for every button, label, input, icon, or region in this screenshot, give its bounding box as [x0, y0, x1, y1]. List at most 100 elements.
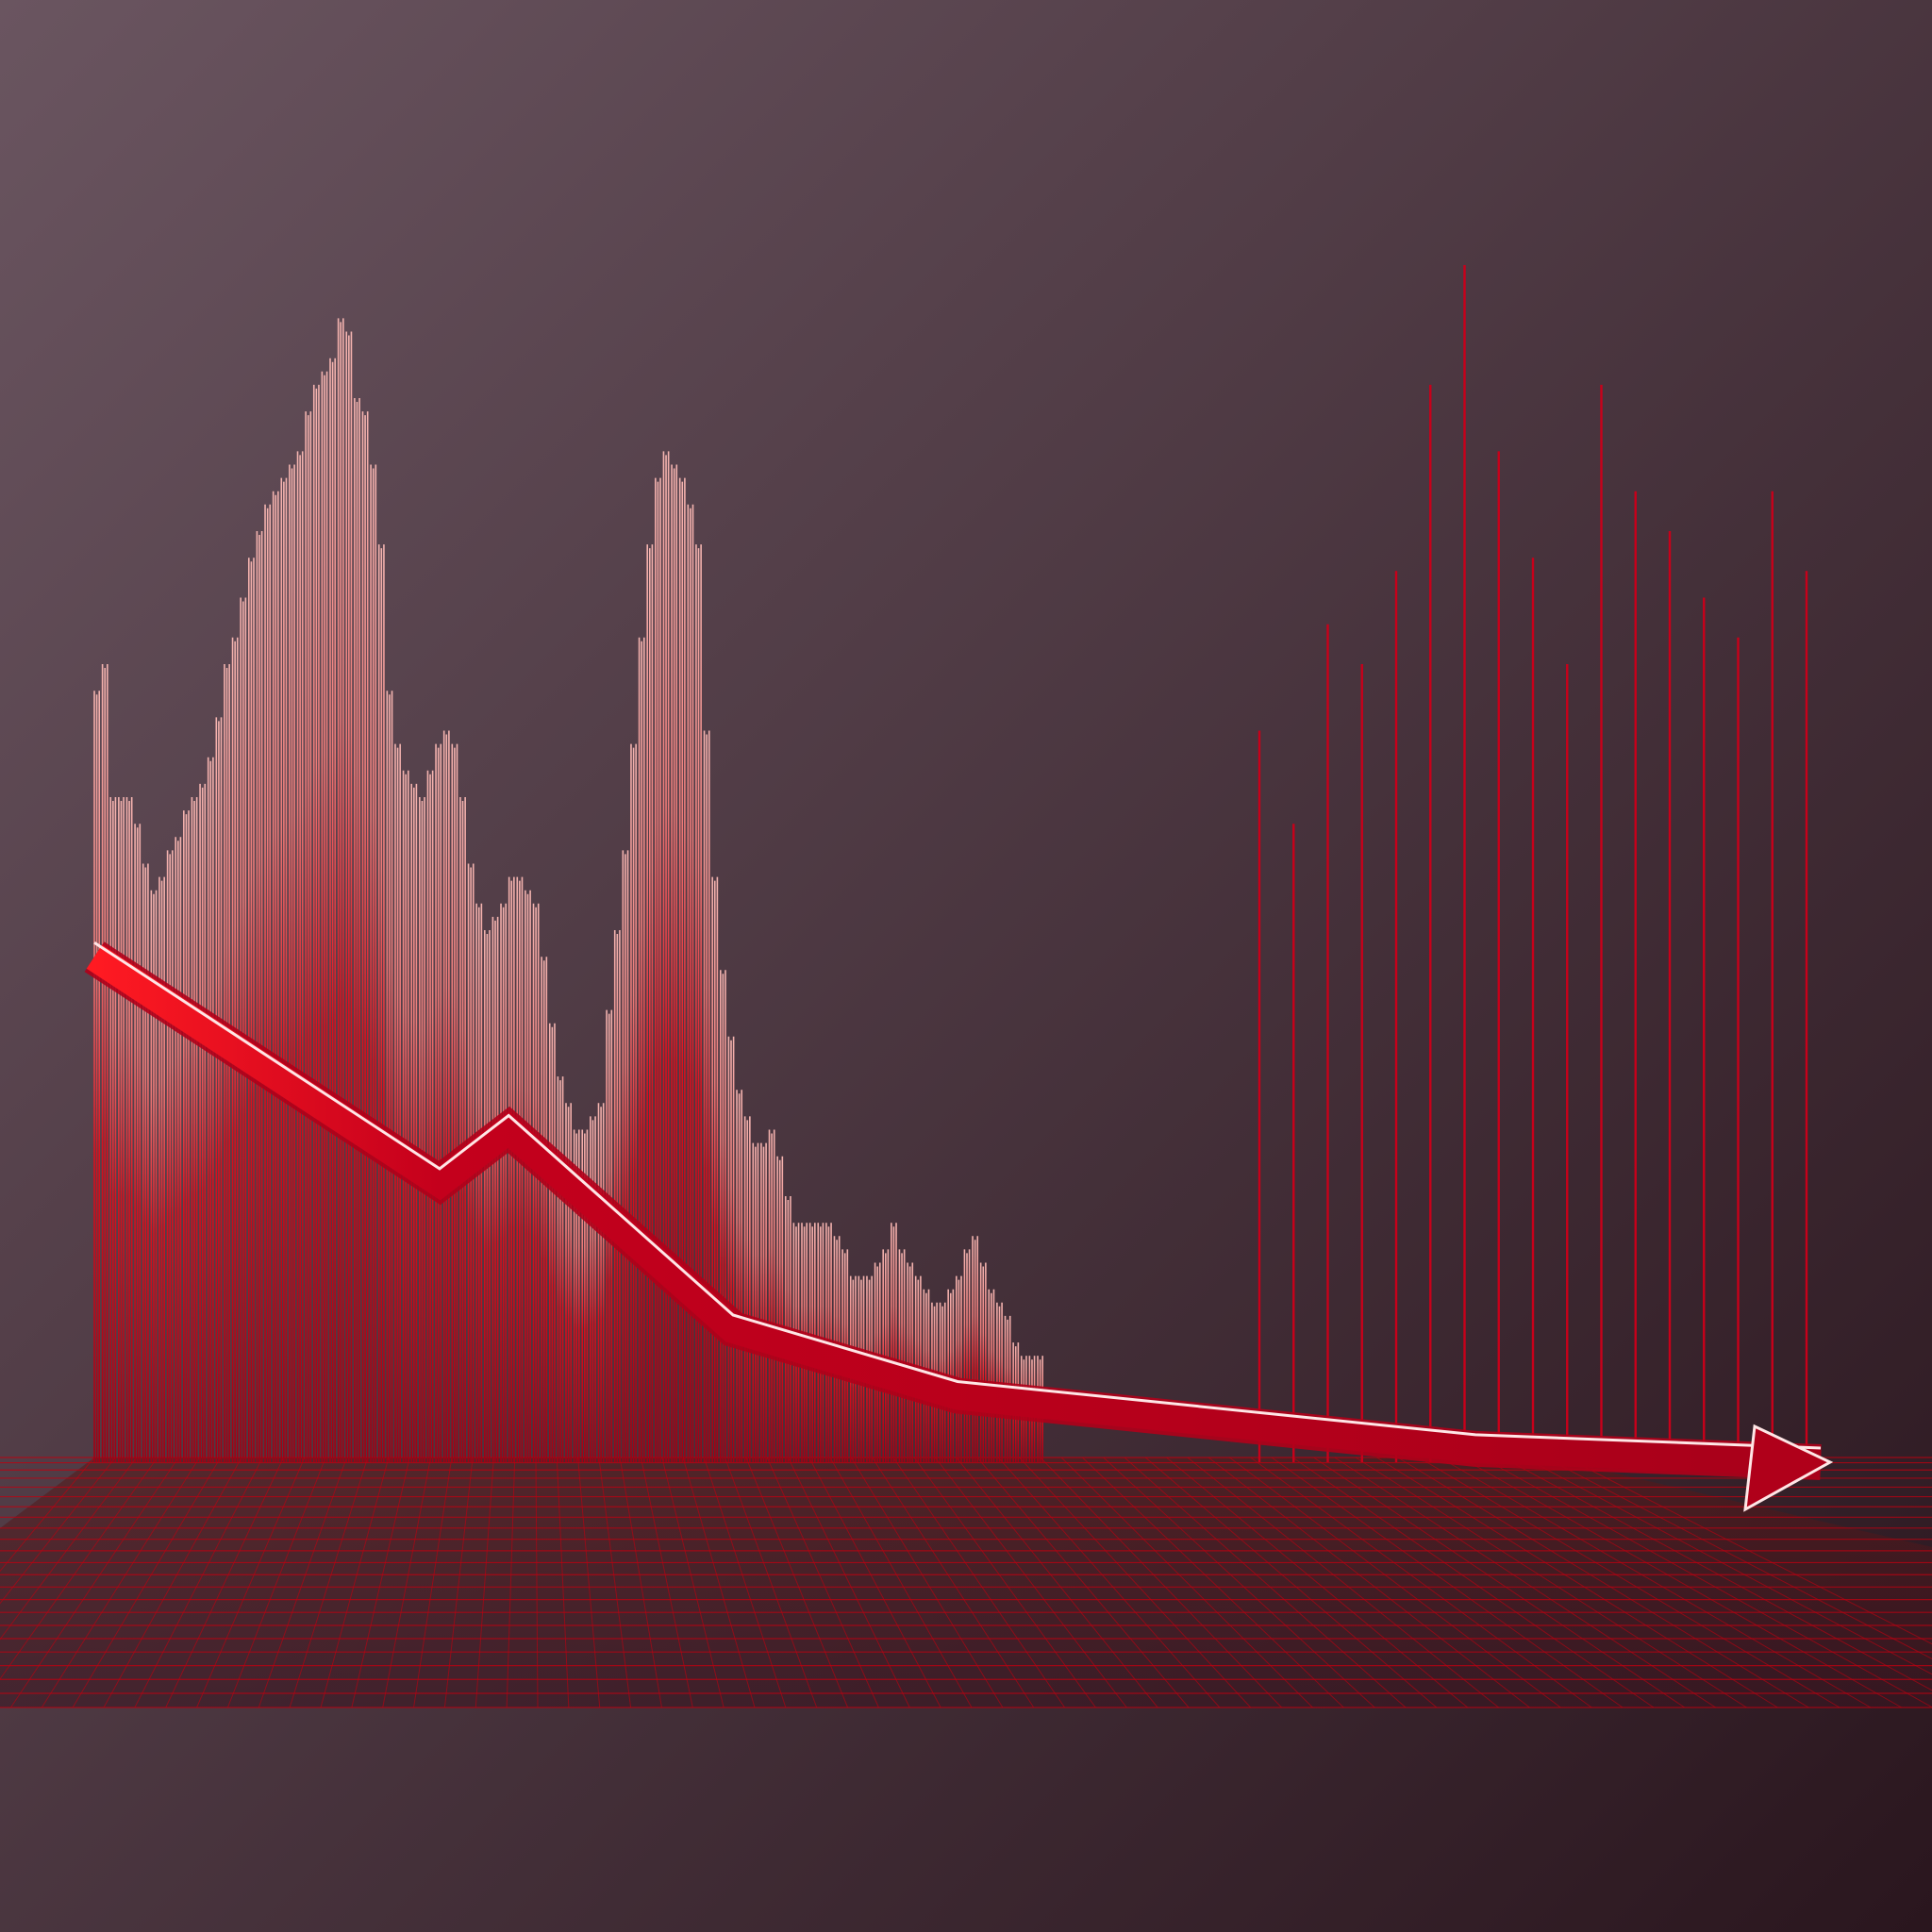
bar — [752, 1142, 759, 1462]
bar — [199, 783, 207, 1462]
floor-grid-line — [1313, 1457, 1685, 1708]
floor-grid-line — [976, 1457, 1190, 1708]
bar — [565, 1103, 573, 1462]
bar — [280, 477, 288, 1462]
bar — [435, 743, 442, 1462]
floor-grid-line — [196, 1457, 306, 1708]
floor-grid-line — [1524, 1457, 1932, 1675]
floor-grid-line — [619, 1457, 662, 1708]
floor-grid-line — [724, 1457, 818, 1708]
bar — [541, 957, 548, 1462]
floor-grid-line — [640, 1457, 693, 1708]
floor-grid-line — [320, 1457, 390, 1708]
floor-grid-line — [598, 1457, 632, 1708]
bar — [134, 824, 142, 1462]
bar — [687, 504, 694, 1462]
bar — [345, 331, 353, 1462]
arrow-head — [1743, 1424, 1834, 1512]
trend-arrow — [84, 941, 1834, 1512]
floor-grid-line — [10, 1457, 179, 1708]
floor-grid-line — [1040, 1457, 1282, 1708]
floor-grid-line — [1334, 1457, 1716, 1708]
floor-plane — [0, 1457, 1932, 1707]
bar — [736, 1090, 743, 1462]
floor-grid-line — [41, 1457, 200, 1708]
floor-grid-line — [1124, 1457, 1407, 1708]
floor-grid-line — [1187, 1457, 1499, 1708]
bar — [979, 1262, 987, 1462]
bar — [655, 477, 661, 1462]
floor-grid-line — [556, 1457, 570, 1708]
floor-grid-line — [0, 1457, 158, 1680]
floor-grid-line — [1502, 1457, 1932, 1691]
floor-grid-line — [382, 1457, 432, 1708]
floor-grid-line — [1229, 1457, 1561, 1708]
bar — [622, 850, 629, 1462]
bar — [354, 398, 360, 1462]
floor-grid-line — [226, 1457, 326, 1708]
floor-grid-line — [1460, 1457, 1902, 1708]
floor-grid-line — [289, 1457, 369, 1708]
bar — [183, 810, 190, 1462]
bar — [760, 1142, 767, 1462]
bar — [240, 597, 247, 1462]
bar — [337, 318, 344, 1462]
bar — [459, 797, 466, 1462]
bar — [370, 464, 377, 1462]
bar — [386, 691, 393, 1462]
bar — [321, 371, 328, 1462]
bar — [158, 876, 165, 1462]
bar — [272, 491, 279, 1462]
floor-grid-line — [443, 1457, 474, 1708]
floor-grid-line — [1082, 1457, 1344, 1708]
floor-grid-line — [956, 1457, 1158, 1708]
floor-grid-line — [892, 1457, 1065, 1708]
bar — [305, 411, 312, 1462]
floor-grid-line — [935, 1457, 1127, 1708]
floor-grid-line — [1565, 1457, 1932, 1645]
floor-grid-line — [829, 1457, 973, 1708]
floor-grid-line — [1440, 1457, 1872, 1708]
floor-grid-line — [787, 1457, 910, 1708]
floor-grid-line — [165, 1457, 285, 1708]
bar — [719, 970, 726, 1462]
floor-grid-line — [808, 1457, 941, 1708]
floor-grid-line — [0, 1457, 137, 1641]
bar — [590, 1116, 596, 1462]
bar — [483, 930, 491, 1462]
floor-grid-line — [475, 1457, 494, 1708]
bar — [109, 797, 117, 1462]
bar — [678, 477, 686, 1462]
floor-grid-line — [134, 1457, 263, 1708]
bar — [166, 850, 174, 1462]
bar — [442, 730, 450, 1462]
bar — [410, 783, 418, 1462]
bar — [289, 464, 295, 1462]
bar — [776, 1156, 784, 1462]
floor-grid-line — [661, 1457, 724, 1708]
floor-grid-line — [72, 1457, 222, 1708]
bar — [743, 1116, 751, 1462]
bar — [329, 358, 337, 1462]
floor-grid-line — [1103, 1457, 1375, 1708]
bar — [247, 558, 255, 1462]
bar — [695, 544, 702, 1462]
floor-grid-line — [1544, 1457, 1932, 1659]
floor-grid-line — [913, 1457, 1096, 1708]
bar — [101, 664, 108, 1462]
floor-grid-line — [1144, 1457, 1438, 1708]
floor-grid-line — [850, 1457, 1004, 1708]
trend-highlight — [93, 941, 1822, 1450]
floor-grid-line — [745, 1457, 849, 1708]
floor-grid-line — [703, 1457, 787, 1708]
bar — [361, 411, 369, 1462]
floor-grid-line — [1019, 1457, 1252, 1708]
floor-grid-line — [103, 1457, 242, 1708]
bar — [377, 544, 385, 1462]
bar — [93, 691, 100, 1462]
bar — [175, 837, 182, 1462]
bar — [955, 1275, 962, 1462]
bar — [394, 743, 401, 1462]
floor-grid-line — [1271, 1457, 1624, 1708]
